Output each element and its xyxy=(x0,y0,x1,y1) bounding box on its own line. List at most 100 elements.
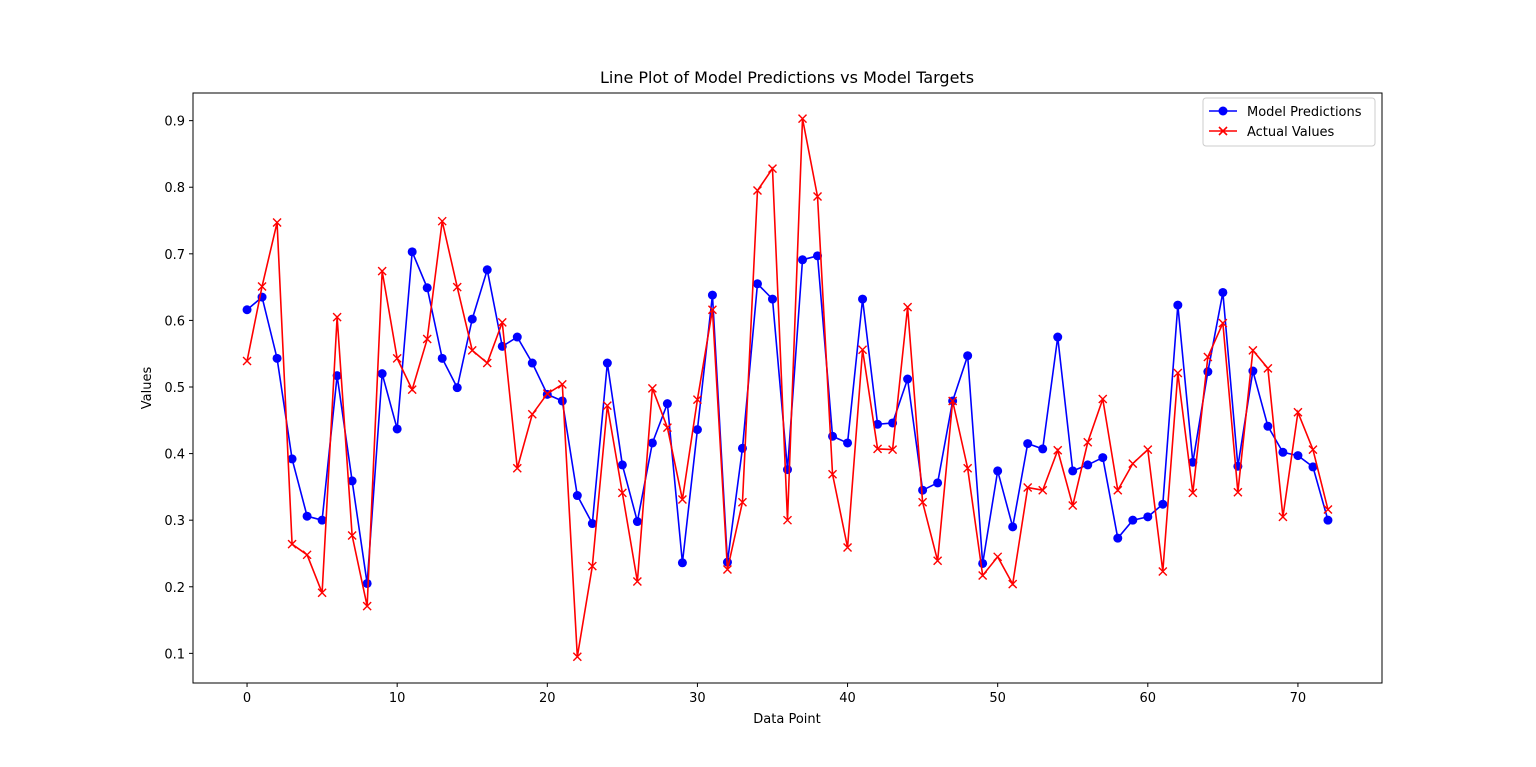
data-point-actual-values xyxy=(557,379,567,389)
data-point-actual-values xyxy=(1083,437,1093,447)
data-point-actual-values xyxy=(722,564,732,574)
x-tick-label: 70 xyxy=(1290,691,1307,706)
data-point-actual-values xyxy=(362,601,372,611)
data-point-actual-values xyxy=(542,389,552,399)
legend: Model Predictions Actual Values xyxy=(1202,97,1376,147)
data-point-actual-values xyxy=(452,282,462,292)
data-point-actual-values xyxy=(437,216,447,226)
data-point-actual-values xyxy=(692,395,702,405)
legend-label-actual-values: Actual Values xyxy=(1247,125,1335,140)
data-point-actual-values xyxy=(1113,485,1123,495)
data-point-model-predictions xyxy=(1023,439,1033,449)
data-point-actual-values xyxy=(873,444,883,454)
data-point-actual-values xyxy=(1128,459,1138,469)
data-point-actual-values xyxy=(467,345,477,355)
data-point-model-predictions xyxy=(1008,522,1018,532)
x-tick-label: 50 xyxy=(989,691,1006,706)
data-point-model-predictions xyxy=(1188,457,1198,467)
data-point-actual-values xyxy=(918,497,928,507)
data-point-actual-values xyxy=(677,495,687,505)
y-tick-label: 0.2 xyxy=(164,581,185,596)
x-tick-label: 60 xyxy=(1140,691,1157,706)
legend-box xyxy=(1202,97,1376,147)
data-point-actual-values xyxy=(662,423,672,433)
data-point-actual-values xyxy=(1068,501,1078,511)
data-point-model-predictions xyxy=(707,290,717,300)
data-point-actual-values xyxy=(843,542,853,552)
data-point-actual-values xyxy=(707,305,717,315)
x-tick-label: 40 xyxy=(839,691,856,706)
data-point-model-predictions xyxy=(1068,466,1078,476)
data-point-actual-values xyxy=(737,497,747,507)
data-point-model-predictions xyxy=(362,578,372,588)
data-point-actual-values xyxy=(888,445,898,455)
series-line-actual-values xyxy=(246,118,1329,657)
y-axis: 0.1 0.2 0.3 0.4 0.5 0.6 0.7 0.8 0.9 xyxy=(164,115,193,662)
data-point-actual-values xyxy=(617,488,627,498)
data-point-model-predictions xyxy=(452,383,462,393)
data-point-model-predictions xyxy=(1293,451,1303,461)
data-point-actual-values xyxy=(783,515,792,525)
data-point-actual-values xyxy=(1233,487,1243,497)
legend-marker-model-predictions xyxy=(1218,106,1228,116)
data-point-actual-values xyxy=(903,302,913,312)
data-point-actual-values xyxy=(647,383,657,393)
data-point-actual-values xyxy=(1293,407,1303,417)
x-axis-label: Data Point xyxy=(753,712,820,727)
data-point-actual-values xyxy=(572,652,582,662)
data-point-actual-values xyxy=(798,114,808,124)
data-point-actual-values xyxy=(407,385,417,395)
data-point-model-predictions xyxy=(1278,447,1288,457)
data-point-model-predictions xyxy=(512,332,522,342)
data-point-actual-values xyxy=(317,588,327,598)
data-point-model-predictions xyxy=(407,247,417,257)
data-point-actual-values xyxy=(602,401,612,411)
data-point-actual-values xyxy=(272,218,282,228)
data-point-actual-values xyxy=(377,266,387,276)
data-point-actual-values xyxy=(242,356,252,366)
data-point-model-predictions xyxy=(482,265,492,275)
data-point-actual-values xyxy=(497,317,507,327)
data-point-model-predictions xyxy=(843,438,853,448)
data-point-actual-values xyxy=(392,353,402,363)
data-point-actual-values xyxy=(1158,566,1168,576)
data-point-actual-values xyxy=(948,396,958,406)
data-point-model-predictions xyxy=(1083,460,1093,470)
data-point-model-predictions xyxy=(347,476,357,486)
data-point-model-predictions xyxy=(858,294,868,304)
data-point-actual-values xyxy=(1218,318,1228,328)
data-point-model-predictions xyxy=(1218,287,1228,297)
data-point-model-predictions xyxy=(933,478,943,488)
data-point-model-predictions xyxy=(1263,421,1273,431)
data-point-model-predictions xyxy=(467,314,477,324)
data-point-actual-values xyxy=(422,334,432,344)
x-tick-label: 30 xyxy=(689,691,706,706)
data-point-model-predictions xyxy=(602,358,612,368)
data-point-actual-values xyxy=(978,570,988,580)
data-point-model-predictions xyxy=(242,305,252,315)
data-point-actual-values xyxy=(1263,363,1273,373)
x-axis: 0 10 20 30 40 50 60 70 xyxy=(243,683,1306,706)
data-point-actual-values xyxy=(858,345,868,355)
data-point-actual-values xyxy=(257,281,267,291)
data-point-actual-values xyxy=(1053,445,1063,455)
data-point-model-predictions xyxy=(647,438,657,448)
x-tick-label: 20 xyxy=(539,691,556,706)
data-point-model-predictions xyxy=(437,353,447,363)
data-point-model-predictions xyxy=(963,351,973,361)
data-point-model-predictions xyxy=(873,419,883,429)
data-point-model-predictions xyxy=(287,454,297,464)
data-point-actual-values xyxy=(512,463,522,473)
data-point-model-predictions xyxy=(377,369,387,379)
data-point-model-predictions xyxy=(527,358,537,368)
data-point-actual-values xyxy=(752,186,762,196)
data-point-model-predictions xyxy=(813,251,823,261)
data-point-model-predictions xyxy=(662,399,672,409)
data-point-actual-values xyxy=(632,576,642,586)
data-point-actual-values xyxy=(1173,368,1183,378)
data-point-model-predictions xyxy=(783,465,792,475)
data-point-actual-values xyxy=(1278,512,1288,522)
data-point-model-predictions xyxy=(993,466,1003,476)
data-point-model-predictions xyxy=(317,515,327,525)
data-point-actual-values xyxy=(1038,485,1048,495)
